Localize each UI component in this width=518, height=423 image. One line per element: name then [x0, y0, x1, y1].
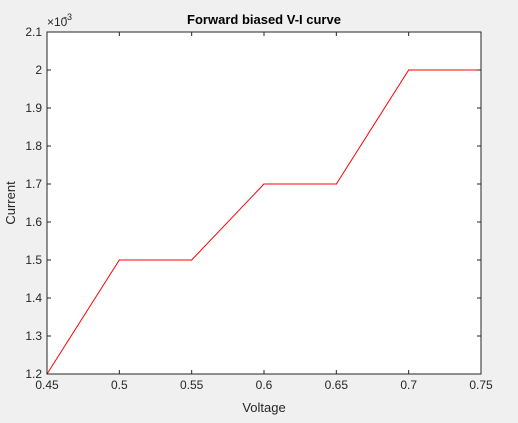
y-tick-label: 1.8 — [25, 139, 42, 153]
x-tick-layer: 0.45 0.5 0.55 0.6 0.65 0.7 0.75 — [35, 32, 493, 392]
y-exponent-base: ×10 — [47, 15, 68, 29]
x-tick-label: 0.45 — [35, 378, 59, 392]
y-tick-label: 1.3 — [25, 329, 42, 343]
y-tick-label: 2 — [35, 63, 42, 77]
data-point — [408, 69, 410, 71]
x-tick-label: 0.6 — [256, 378, 273, 392]
data-point — [263, 183, 265, 185]
y-tick-label: 1.4 — [25, 291, 42, 305]
chart-title: Forward biased V-I curve — [187, 12, 341, 27]
y-tick-label: 2.1 — [25, 25, 42, 39]
y-tick-label: 1.2 — [25, 367, 42, 381]
y-tick-label: 1.9 — [25, 101, 42, 115]
y-tick-layer: 1.2 1.3 1.4 1.5 1.6 1.7 1.8 1.9 2 2.1 — [25, 25, 481, 381]
y-tick-label: 1.6 — [25, 215, 42, 229]
y-exponent-power: -3 — [64, 12, 72, 22]
data-point — [335, 183, 337, 185]
data-point — [118, 259, 120, 261]
data-point — [191, 259, 193, 261]
x-tick-label: 0.75 — [469, 378, 493, 392]
plot-frame — [46, 31, 482, 375]
plot-area — [47, 32, 481, 374]
x-tick-label: 0.7 — [400, 378, 417, 392]
x-axis-label: Voltage — [242, 400, 285, 415]
x-tick-label: 0.5 — [111, 378, 128, 392]
x-tick-label: 0.55 — [180, 378, 204, 392]
x-tick-label: 0.65 — [325, 378, 349, 392]
y-tick-label: 1.7 — [25, 177, 42, 191]
y-axis-label: Current — [3, 181, 18, 225]
y-tick-label: 1.5 — [25, 253, 42, 267]
